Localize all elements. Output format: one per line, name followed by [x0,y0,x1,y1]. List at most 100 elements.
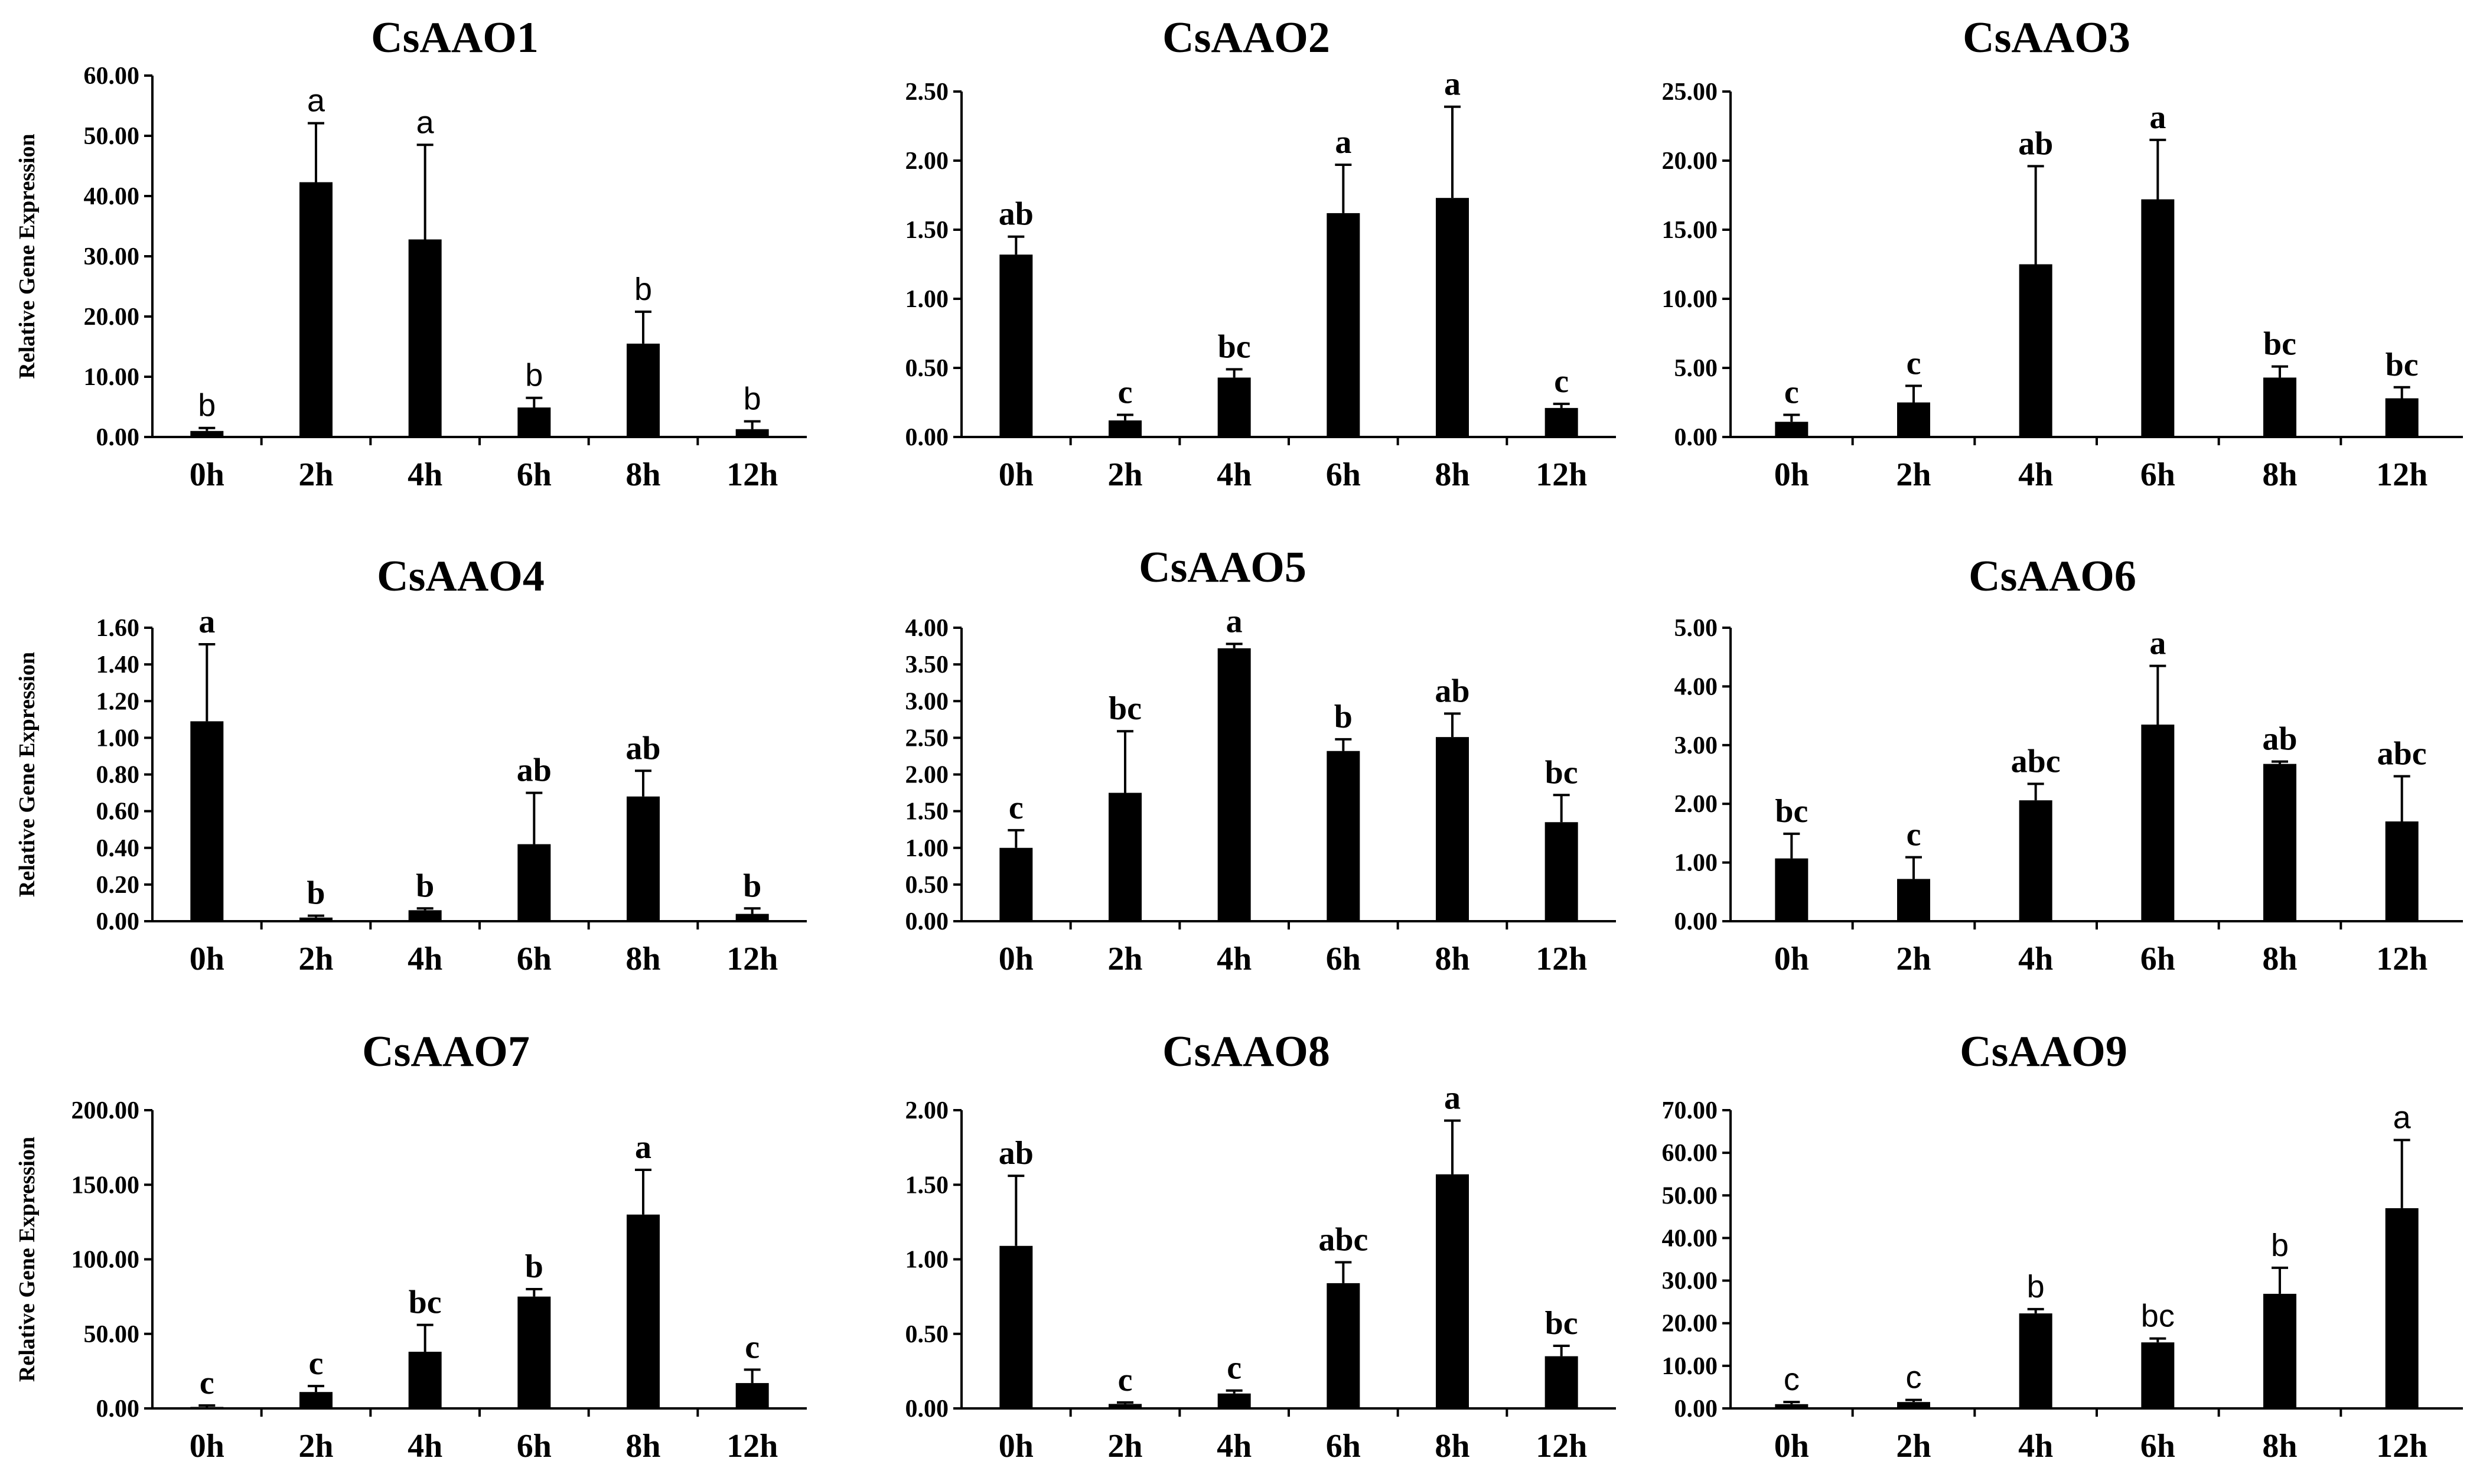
chart-csaao8: CsAAO80.000.501.001.502.00ab0hc2hc4habc6… [905,1028,1616,1465]
bar-12h [2385,398,2419,437]
y-tick-label: 0.00 [905,1395,949,1423]
significance-label: b [525,358,543,393]
x-tick-label: 0h [999,456,1034,493]
bar-12h [735,914,769,921]
chart-csaao1: CsAAO1 0.00 10.00 20.00 30.00 40.00 50.00 60.00… [15,14,807,493]
chart-title: CsAAO9 [1960,1028,2127,1076]
bar-0h [999,847,1033,921]
y-tick-label: 1.40 [96,651,140,679]
y-tick-label: 0.40 [96,835,140,862]
y-tick-label: 20.00 [1662,148,1718,175]
y-tick-label: 5.00 [1674,615,1718,642]
error-bar [308,914,324,918]
significance-label: bc [2141,1299,2175,1334]
y-tick-label: 10.00 [84,364,140,391]
bar-6h [1327,213,1360,437]
x-tick-label: 2h [1107,456,1142,493]
y-tick-label: 4.00 [1674,673,1718,700]
bar-2h [1109,1404,1142,1408]
error-bar [2027,165,2044,265]
y-tick-label: 0.00 [905,424,949,451]
x-tick-label: 6h [1326,456,1361,493]
significance-label: ab [999,1135,1034,1172]
significance-label: b [2271,1228,2289,1263]
y-tick-label: 0.00 [1674,908,1718,935]
bar-0h [999,255,1033,437]
x-tick-label: 0h [999,941,1034,977]
error-bar [635,769,651,797]
x-tick-label: 4h [1217,456,1252,493]
significance-label: a [2149,625,2166,662]
y-tick-label: 15.00 [1662,217,1718,244]
y-tick-label: 2.50 [905,79,949,106]
chart-title: CsAAO3 [1963,14,2130,62]
y-tick-label: 50.00 [1662,1182,1718,1209]
significance-label: bc [1109,690,1142,727]
chart-title: CsAAO5 [1139,543,1306,592]
x-tick-label: 12h [1536,941,1587,977]
x-tick-label: 2h [1896,456,1931,493]
x-tick-label: 2h [1107,941,1142,977]
significance-label: c [1118,1362,1133,1398]
chart-title: CsAAO1 [371,14,539,62]
bar-0h [1775,858,1809,921]
x-tick-label: 6h [2140,1428,2175,1465]
chart-csaao4: CsAAO4 0.00 0.20 0.40 0.60 0.80 1.00 1.20 1.40 1.… [15,552,807,977]
significance-label: b [1334,699,1353,735]
significance-label: c [1906,1360,1922,1395]
y-tick-label: 30.00 [84,243,140,270]
y-tick-label: 3.00 [1674,732,1718,759]
x-tick-label: 2h [1896,941,1931,977]
x-tick-label: 2h [298,1428,333,1465]
error-bar [1553,402,1570,408]
significance-label: c [200,1365,214,1401]
y-tick-label: 0.50 [905,872,949,899]
error-bar [635,310,651,344]
error-bar [744,1368,761,1384]
error-bar [1444,712,1461,738]
bar-4h [408,910,442,921]
bar-8h [627,796,660,921]
significance-label: c [309,1345,324,1382]
significance-label: c [1009,790,1024,826]
bar-8h [2263,377,2296,437]
significance-label: c [745,1329,760,1365]
x-tick-label: 4h [1217,1428,1252,1465]
bar-2h [299,1392,333,1408]
y-tick-label: 1.00 [905,835,949,862]
significance-label: bc [1545,754,1578,791]
significance-label: a [1444,66,1461,103]
x-tick-label: 6h [517,456,552,493]
y-tick-label: 2.00 [905,1097,949,1124]
x-tick-label: 6h [2140,456,2175,493]
significance-label: b [198,388,216,423]
bar-8h [1436,198,1469,437]
y-tick-label: 0.00 [1674,424,1718,451]
significance-label: a [635,1129,651,1166]
bar-6h [517,407,551,437]
y-tick-label: 0.20 [96,872,140,899]
y-tick-label: 1.00 [1674,850,1718,877]
significance-label: a [2393,1100,2412,1136]
bar-2h [1897,402,1930,437]
y-tick-label: 2.00 [1674,791,1718,818]
x-tick-label: 8h [1435,941,1469,977]
significance-label: c [1907,817,1921,853]
x-tick-label: 4h [408,456,442,493]
y-tick-label: 0.00 [96,424,140,451]
bar-12h [2385,1208,2419,1408]
y-tick-label: 1.50 [905,1172,949,1199]
significance-label: bc [2386,347,2419,383]
y-tick-label: 1.50 [905,217,949,244]
significance-label: ab [2018,125,2053,162]
error-bar [1905,856,1922,879]
y-tick-label: 2.50 [905,725,949,752]
error-bar [2149,1337,2166,1343]
bar-12h [735,1383,769,1408]
error-bar [1008,829,1025,848]
y-tick-label: 0.00 [96,1395,140,1423]
chart-csaao7: CsAAO7 0.00 50.00 100.00 150.00 200.00 Relativ… [15,1028,807,1465]
bar-8h [1436,737,1469,921]
error-bar [526,791,543,844]
y-tick-label: 2.00 [905,762,949,789]
